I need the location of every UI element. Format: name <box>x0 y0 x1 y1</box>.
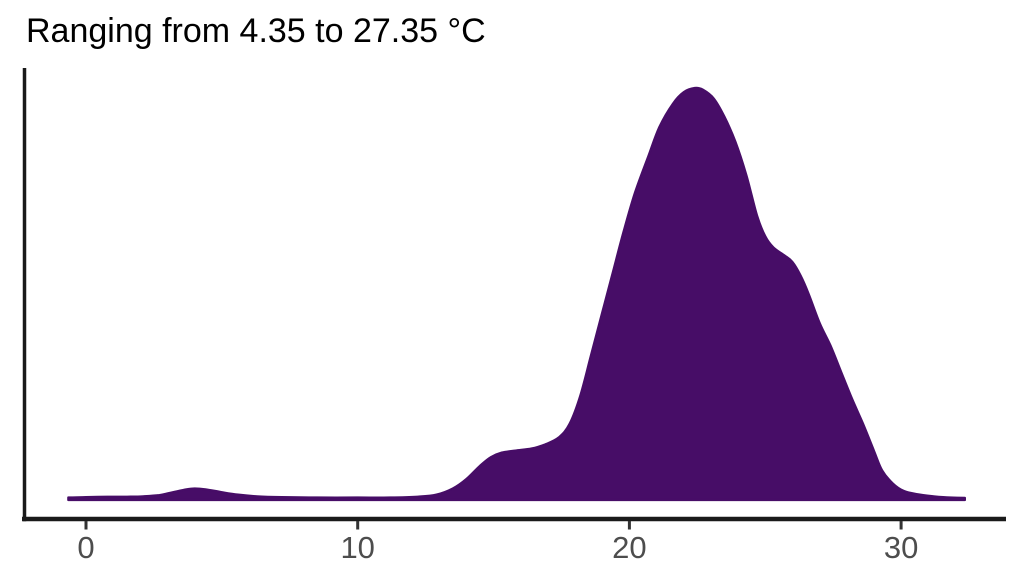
x-tick-label: 0 <box>77 530 95 565</box>
density-area <box>67 86 966 502</box>
x-tick-label: 30 <box>883 530 919 565</box>
chart-title: Ranging from 4.35 to 27.35 °C <box>26 12 486 50</box>
axis-group <box>22 68 1006 530</box>
x-tick-label: 20 <box>612 530 647 565</box>
x-tick-label: 10 <box>340 530 375 565</box>
